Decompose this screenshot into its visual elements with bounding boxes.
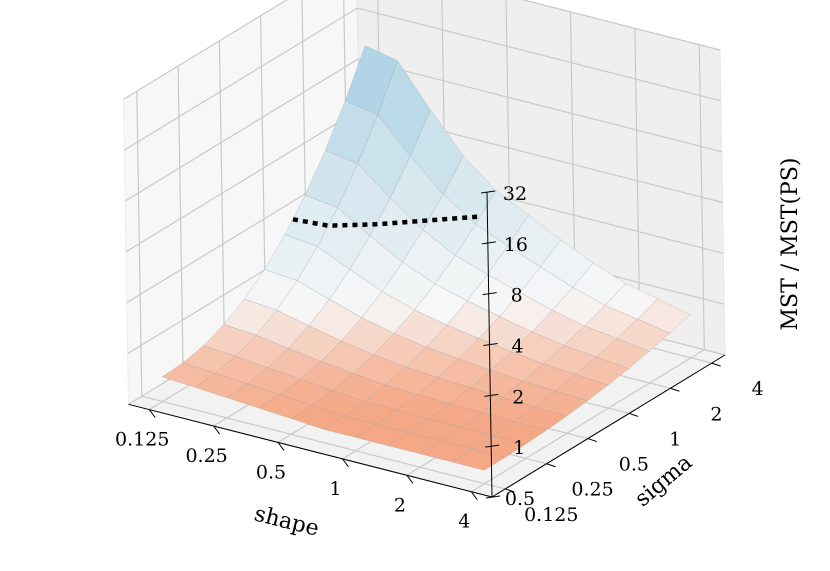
y-tick-5 bbox=[711, 362, 721, 367]
z-axis-label: MST / MST(PS) bbox=[778, 158, 803, 331]
y-tick-0 bbox=[505, 488, 515, 493]
z-tick-3 bbox=[483, 343, 498, 346]
grid-z-4 bbox=[124, 58, 722, 202]
y-tick-label-1: 0.25 bbox=[571, 479, 613, 501]
y-tick-label-4: 2 bbox=[710, 403, 722, 425]
tick-labels: 0.125 0.25 0.5 1 2 4 0.125 0.25 0.5 1 2 4 0.5 1 2 4 8 16 3… bbox=[115, 183, 764, 533]
y-tick-label-3: 1 bbox=[669, 428, 681, 450]
axis-lines bbox=[128, 190, 726, 501]
y-tick-3 bbox=[628, 412, 639, 417]
x-tick-label-2: 0.5 bbox=[256, 461, 286, 483]
z-tick-2 bbox=[484, 393, 499, 397]
z-tick-5 bbox=[481, 241, 496, 245]
z-tick-4 bbox=[482, 292, 497, 296]
surface-mesh bbox=[161, 45, 691, 471]
y-tick-label-2: 0.5 bbox=[619, 454, 649, 476]
x-tick-4 bbox=[406, 474, 414, 484]
x-tick-label-0: 0.125 bbox=[115, 429, 169, 451]
grid-z-6 bbox=[123, 0, 721, 100]
y-tick-4 bbox=[670, 387, 680, 392]
x-tick-5 bbox=[470, 491, 478, 501]
z-tick-6 bbox=[480, 190, 496, 194]
x-tick-label-5: 4 bbox=[458, 511, 470, 533]
y-tick-2 bbox=[587, 438, 598, 443]
x-tick-label-1: 0.25 bbox=[185, 445, 227, 467]
z-tick-label-6: 32 bbox=[503, 183, 527, 205]
z-tick-label-3: 4 bbox=[511, 336, 523, 358]
z-tick-1 bbox=[485, 444, 500, 448]
z-tick-0 bbox=[485, 495, 501, 499]
z-tick-label-2: 2 bbox=[512, 386, 524, 408]
x-axis-line bbox=[128, 403, 493, 498]
contour-line bbox=[292, 214, 481, 228]
z-tick-label-0: 0.5 bbox=[505, 488, 535, 510]
grid-z-5 bbox=[123, 7, 721, 151]
z-tick-label-4: 8 bbox=[511, 285, 523, 307]
x-tick-3 bbox=[342, 458, 349, 468]
y-tick-label-0: 0.125 bbox=[524, 504, 578, 526]
contour-line-level-2 bbox=[292, 214, 481, 228]
y-tick-label-5: 4 bbox=[752, 378, 764, 400]
x-tick-0 bbox=[148, 409, 156, 418]
z-tick-label-5: 16 bbox=[504, 234, 528, 256]
x-tick-label-4: 2 bbox=[394, 494, 406, 516]
x-tick-2 bbox=[277, 442, 285, 451]
y-axis-line bbox=[491, 354, 726, 498]
x-axis-label: shape bbox=[252, 502, 322, 542]
x-tick-label-3: 1 bbox=[329, 478, 341, 500]
surface-cell-0-0 bbox=[161, 362, 216, 388]
z-tick-label-1: 1 bbox=[513, 437, 525, 459]
y-tick-1 bbox=[546, 463, 556, 468]
x-tick-1 bbox=[213, 425, 221, 435]
